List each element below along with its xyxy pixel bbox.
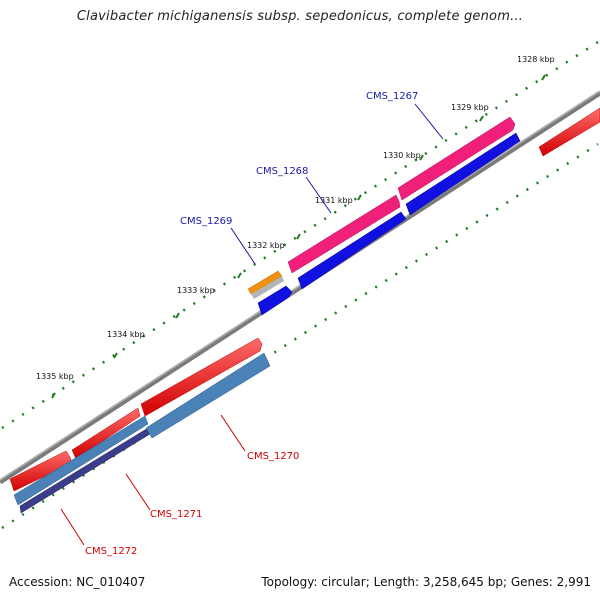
accession-info: Accession: NC_010407 [9,575,145,589]
forward-gene-red[interactable] [9,450,73,492]
topology-value: circular [321,575,366,589]
reverse-gene-blue[interactable] [257,285,293,316]
kbp-label: 1329 kbp [451,103,489,112]
label-connectors [60,103,444,546]
forward-gene-red[interactable] [71,407,141,460]
forward-gene-red[interactable] [538,107,600,157]
length-label: Length: [373,575,420,589]
kbp-label: 1334 kbp [107,330,145,339]
kbp-label: 1331 kbp [315,196,353,205]
reverse-gene-blue[interactable] [405,132,521,216]
gene-label-cms-1272[interactable]: CMS_1272 [85,546,137,557]
forward-gene-magenta[interactable] [287,194,401,274]
forward-gene-red[interactable] [140,337,263,417]
genes-value: 2,991 [556,575,591,589]
forward-gene-magenta[interactable] [397,116,516,201]
gene-label-cms-1269[interactable]: CMS_1269 [180,216,232,227]
map-title: Clavibacter michiganensis subsp. sepedon… [76,9,524,24]
kbp-label: 1333 kbp [177,286,215,295]
genome-summary: Topology: circular; Length: 3,258,645 bp… [261,575,591,589]
kbp-label: 1328 kbp [517,55,555,64]
kbp-label: 1330 kbp [383,151,421,160]
reverse-gene-blue[interactable] [297,211,407,290]
major-ticks [51,74,546,399]
forward-gene-grey[interactable] [251,276,284,299]
kbp-label: 1332 kbp [247,241,285,250]
inner-tick-row [1,142,599,530]
reverse-gene-steel[interactable] [145,352,271,439]
accession-label: Accession: [9,575,73,589]
gene-label-cms-1268[interactable]: CMS_1268 [256,166,308,177]
length-value: 3,258,645 bp [422,575,503,589]
kbp-label: 1335 kbp [36,372,74,381]
genes-label: Genes: [510,575,553,589]
gene-label-cms-1267[interactable]: CMS_1267 [366,91,418,102]
genome-backbone [0,90,600,485]
gene-label-cms-1270[interactable]: CMS_1270 [247,451,299,462]
reverse-gene-steel[interactable] [13,415,149,506]
gene-label-cms-1271[interactable]: CMS_1271 [150,509,202,520]
topology-label: Topology: [261,575,318,589]
accession-value: NC_010407 [76,575,146,589]
